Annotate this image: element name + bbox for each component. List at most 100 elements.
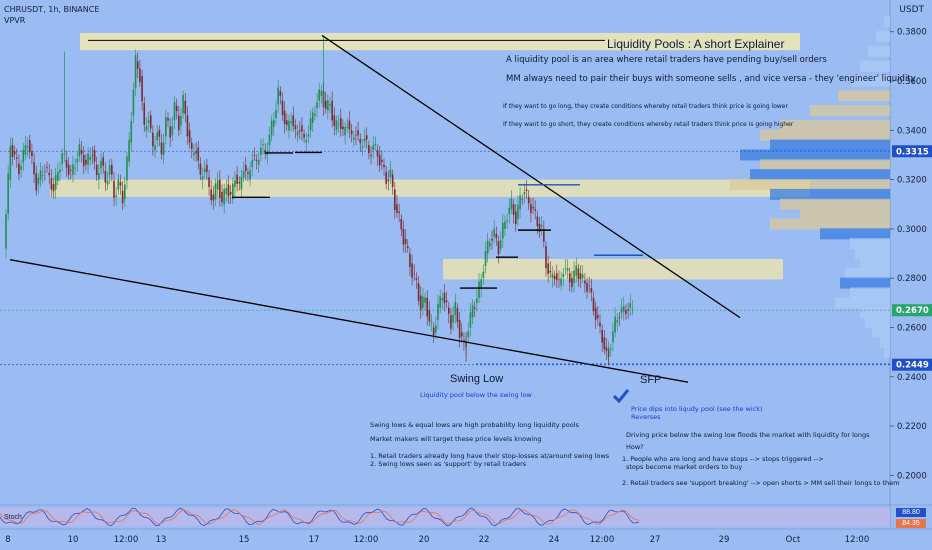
candle-body [251,160,254,168]
note-reason-2: 2. Swing lows seen as 'support' by retai… [370,460,527,468]
candle-body [5,214,7,249]
candle-body [428,310,431,322]
candle-body [76,158,79,163]
chart-title: Liquidity Pools : A short Explainer [607,37,785,51]
candle-body [197,147,200,161]
liquidity-zone-mid [50,179,810,197]
candle-body [370,154,372,157]
plot-background [0,0,890,500]
volume-profile-bar [770,139,890,151]
sfp-note: Price dips into liqudy pool (see the wic… [631,405,763,413]
candle-body [337,123,340,125]
volume-profile-bar [876,31,890,43]
volume-profile-bar [838,90,890,102]
candle-body [74,167,76,169]
candle-body [519,195,521,210]
x-tick-label: 8 [5,535,10,545]
candle-body [199,163,202,175]
candle-body [46,167,48,169]
x-tick-label: 10 [68,535,79,545]
volume-profile-bar [760,129,890,141]
candle-body [227,184,230,197]
candle-body [78,144,81,157]
candle-body [136,61,139,69]
candle-body [514,211,517,224]
candle-body [435,325,437,333]
price-tag-label: 0.2670 [896,306,929,316]
stoch-d-line [0,509,640,525]
x-tick-label: 12:00 [354,535,379,545]
candle-body [173,101,176,121]
candle-body [48,172,50,176]
candle-body [491,238,493,241]
candle-body [262,144,264,146]
y-tick-label: 0.3400 [897,126,927,136]
candle-body [111,164,113,175]
candle-body [597,315,599,318]
candle-body [454,301,457,316]
volume-profile-bar [800,208,890,220]
y-tick-label: 0.2400 [897,373,927,383]
candle-body [543,228,545,242]
candle-body [184,100,187,114]
candle-body [573,270,575,284]
candle-body [130,121,133,143]
candle-body [566,268,569,271]
candle-body [87,153,89,165]
candle-body [72,164,74,175]
candle-body [482,271,485,279]
candle-body [244,164,247,171]
candle-body [510,198,513,210]
candle-body [620,307,623,313]
candle-body [441,298,444,301]
candle-body [270,120,273,136]
candle-body [182,95,184,114]
y-tick-label: 0.3800 [897,28,927,38]
candle-body [437,303,439,321]
candle-body [134,55,137,89]
candle-body [28,140,31,153]
candle-body [119,182,122,186]
candle-body [622,306,625,312]
candle-body [219,179,221,198]
candle-body [413,273,416,274]
y-tick-label: 0.3600 [897,77,927,87]
candle-body [504,221,506,229]
candle-body [564,267,567,269]
candle-body [346,126,349,128]
candle-body [301,125,303,132]
note-step-1b: stops become market orders to buy [626,463,743,471]
candle-body [385,172,387,184]
candle-body [534,209,536,211]
candle-body [517,204,519,220]
candle-body [268,134,271,146]
candle-body [169,126,171,138]
note-step-1: 1. People who are long and have stops --… [622,455,824,463]
candle-body [419,295,422,310]
candle-body [409,253,411,267]
lower-trendline [9,259,689,383]
candle-body [495,233,498,239]
candle-body [584,280,586,284]
candle-body [527,196,530,204]
candle-body [165,117,167,137]
candle-body [333,115,336,126]
candle-body [188,130,191,143]
candle-body [247,172,249,174]
candle-body [162,142,165,155]
candle-body [31,151,33,157]
candle-body [562,274,565,277]
candle-body [478,281,480,298]
candle-body [411,263,413,278]
candle-body [361,146,364,148]
candle-body [190,142,193,149]
candle-body [178,115,180,131]
candle-body [329,103,331,106]
y-tick-label: 0.2600 [897,323,927,333]
candle-body [445,300,448,302]
candle-body [443,292,446,304]
candle-body [523,191,526,195]
candle-body [39,170,42,181]
